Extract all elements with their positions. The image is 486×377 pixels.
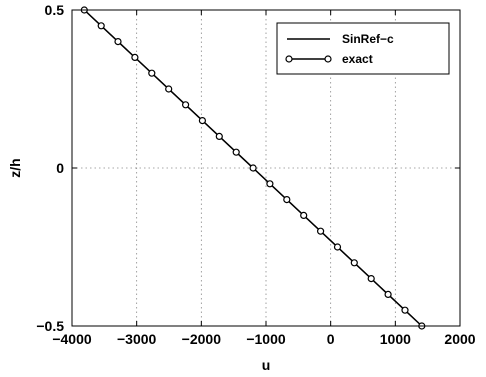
x-tick-label: −2000 [182,331,222,347]
exact-point [249,164,257,172]
x-tick-labels: −4000 −3000 −2000 −1000 0 1000 2000 [52,331,475,347]
x-tick-label: −1000 [246,331,286,347]
x-tick-label: 1000 [380,331,411,347]
x-tick-label: −3000 [117,331,157,347]
y-tick-labels: −0.5 0 0.5 [36,2,64,334]
legend-marker-exact-right [324,55,332,63]
y-axis-label: z/h [7,158,23,177]
exact-point [182,101,190,109]
exact-point [283,196,291,204]
legend-label-sinref: SinRef−c [342,32,394,46]
y-tick-label: −0.5 [36,318,64,334]
grid [72,10,460,326]
y-tick-label: 0 [56,160,64,176]
exact-point [350,259,358,267]
exact-point [198,116,206,125]
x-axis-label: u [262,357,271,373]
x-tick-label: 0 [327,331,335,347]
exact-point [317,227,325,235]
exact-point [114,37,122,46]
exact-point [367,275,375,283]
ticks [71,9,461,327]
exact-point [384,290,392,298]
legend: SinRef−c exact [276,22,450,75]
exact-point [232,148,240,156]
y-tick-label: 0.5 [45,2,65,18]
x-tick-label: −4000 [52,331,92,347]
legend-marker-exact-left [285,55,293,63]
series-layer [80,6,426,330]
exact-point [300,211,308,219]
exact-point [165,85,173,93]
exact-point [131,53,139,62]
exact-point [215,132,223,140]
exact-point [266,180,274,188]
exact-point [401,306,409,314]
exact-point [333,243,342,251]
x-tick-label: 2000 [444,331,475,347]
exact-point [148,69,156,77]
legend-box [276,22,450,75]
legend-label-exact: exact [342,52,373,66]
exact-point [97,22,105,30]
